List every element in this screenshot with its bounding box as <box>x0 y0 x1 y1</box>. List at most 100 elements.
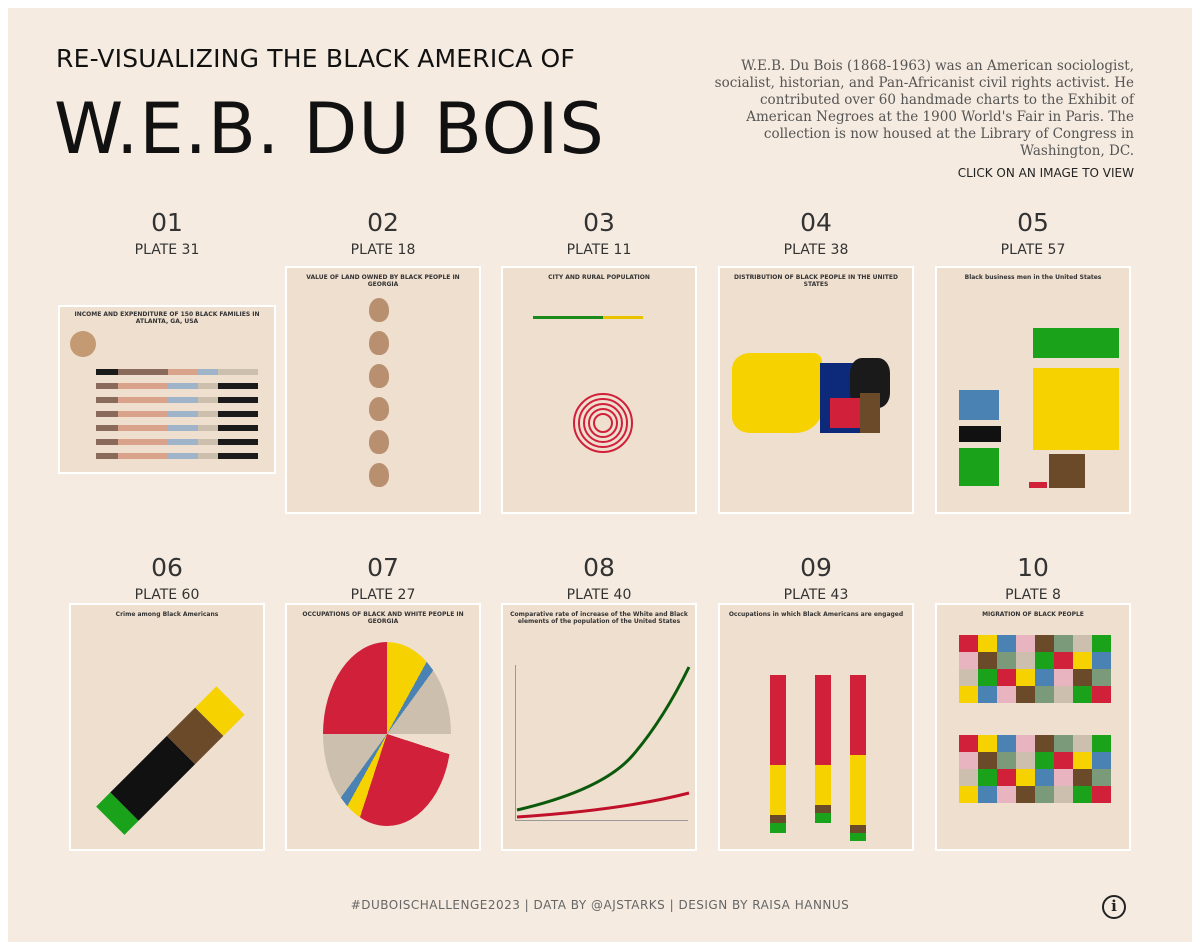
plate-thumbnail[interactable]: CITY AND RURAL POPULATION <box>501 266 697 514</box>
decoration <box>118 383 168 389</box>
plate-thumbnail[interactable]: VALUE OF LAND OWNED BY BLACK PEOPLE IN G… <box>285 266 481 514</box>
decoration <box>815 813 831 823</box>
decoration <box>118 369 168 375</box>
decoration <box>1035 635 1054 652</box>
decoration <box>770 765 786 815</box>
decoration <box>959 686 978 703</box>
decoration <box>198 411 218 417</box>
decoration <box>1092 669 1111 686</box>
plate-number: 03 <box>583 208 615 237</box>
decoration <box>218 369 258 375</box>
decoration <box>168 397 198 403</box>
decoration <box>516 666 691 819</box>
decoration <box>1016 769 1035 786</box>
decoration <box>118 411 168 417</box>
decoration <box>1073 769 1092 786</box>
decoration <box>1035 669 1054 686</box>
decoration <box>997 786 1016 803</box>
plate-thumbnail[interactable]: INCOME AND EXPENDITURE OF 150 BLACK FAMI… <box>58 305 276 474</box>
decoration <box>1073 686 1092 703</box>
decoration <box>850 755 866 825</box>
decoration <box>978 652 997 669</box>
decoration <box>1054 752 1073 769</box>
plate-number: 06 <box>151 553 183 582</box>
decoration <box>369 397 389 421</box>
decoration <box>1092 686 1111 703</box>
plate-thumbnail[interactable]: MIGRATION OF BLACK PEOPLE <box>935 603 1131 851</box>
decoration <box>1033 328 1119 358</box>
decoration <box>978 635 997 652</box>
plate-thumbnail[interactable]: Black business men in the United States <box>935 266 1131 514</box>
decoration <box>815 805 831 813</box>
thumbnail-title: Comparative rate of increase of the Whit… <box>510 611 688 625</box>
plate-thumbnail[interactable]: OCCUPATIONS OF BLACK AND WHITE PEOPLE IN… <box>285 603 481 851</box>
plate-number: 09 <box>800 553 832 582</box>
decoration <box>1054 686 1073 703</box>
plate-thumbnail[interactable]: DISTRIBUTION OF BLACK PEOPLE IN THE UNIT… <box>718 266 914 514</box>
decoration <box>218 453 258 459</box>
decoration <box>1035 735 1054 752</box>
decoration <box>369 463 389 487</box>
decoration <box>1073 735 1092 752</box>
decoration <box>770 675 786 765</box>
decoration <box>1073 752 1092 769</box>
decoration <box>1035 769 1054 786</box>
decoration <box>959 635 978 652</box>
plate-thumbnail[interactable]: Crime among Black Americans <box>69 603 265 851</box>
decoration <box>1092 652 1111 669</box>
description: W.E.B. Du Bois (1868-1963) was an Americ… <box>714 58 1134 159</box>
decoration <box>218 439 258 445</box>
decoration <box>96 665 263 835</box>
decoration <box>1035 686 1054 703</box>
decoration <box>815 765 831 805</box>
info-button[interactable]: i <box>1102 895 1126 919</box>
plate-thumbnail[interactable]: Comparative rate of increase of the Whit… <box>501 603 697 851</box>
decoration <box>168 411 198 417</box>
decoration <box>850 675 866 755</box>
decoration <box>369 430 389 454</box>
decoration <box>218 397 258 403</box>
decoration <box>978 769 997 786</box>
decoration <box>860 393 880 433</box>
decoration <box>118 425 168 431</box>
decoration <box>959 448 999 486</box>
decoration <box>978 752 997 769</box>
thumbnail-title: DISTRIBUTION OF BLACK PEOPLE IN THE UNIT… <box>734 274 898 288</box>
plate-label: PLATE 38 <box>783 242 849 258</box>
decoration <box>1073 786 1092 803</box>
plate-number: 08 <box>583 553 615 582</box>
decoration <box>198 453 218 459</box>
decoration <box>578 398 628 448</box>
decoration <box>959 752 978 769</box>
decoration <box>96 383 118 389</box>
decoration <box>978 735 997 752</box>
decoration <box>997 686 1016 703</box>
decoration <box>978 786 997 803</box>
decoration <box>70 331 96 357</box>
plate-label: PLATE 57 <box>1000 242 1066 258</box>
decoration <box>1029 482 1047 488</box>
plate-number: 02 <box>367 208 399 237</box>
decoration <box>1092 735 1111 752</box>
decoration <box>1054 735 1073 752</box>
decoration <box>96 453 118 459</box>
decoration <box>198 383 218 389</box>
decoration <box>96 439 118 445</box>
decoration <box>978 686 997 703</box>
decoration <box>1054 769 1073 786</box>
thumbnail-title: VALUE OF LAND OWNED BY BLACK PEOPLE IN G… <box>306 274 460 288</box>
decoration <box>593 413 613 433</box>
thumbnail-title: OCCUPATIONS OF BLACK AND WHITE PEOPLE IN… <box>302 611 464 625</box>
decoration <box>959 735 978 752</box>
decoration <box>198 425 218 431</box>
decoration <box>1016 635 1035 652</box>
decoration <box>770 815 786 823</box>
decoration <box>850 825 866 833</box>
plate-thumbnail[interactable]: Occupations in which Black Americans are… <box>718 603 914 851</box>
decoration <box>959 390 999 420</box>
decoration <box>369 331 389 355</box>
decoration <box>815 675 831 765</box>
decoration <box>997 752 1016 769</box>
decoration <box>1092 769 1111 786</box>
decoration <box>1016 686 1035 703</box>
